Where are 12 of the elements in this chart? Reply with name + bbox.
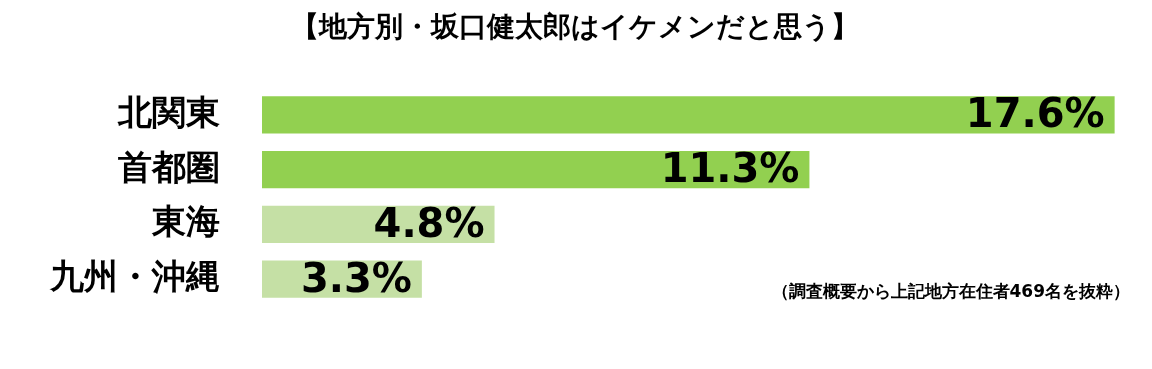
y-tick-label: 北関東	[117, 91, 220, 132]
y-tick-label: 九州・沖縄	[49, 256, 220, 297]
data-label: 11.3%	[660, 145, 800, 192]
y-tick-label: 首都圏	[118, 146, 220, 187]
data-label: 17.6%	[965, 90, 1105, 137]
chart-title: 【地方別・坂口健太郎はイケメンだと思う】	[291, 10, 859, 44]
data-label: 4.8%	[373, 199, 485, 246]
bar	[262, 96, 1115, 134]
data-label: 3.3%	[300, 254, 412, 301]
bar	[262, 151, 810, 189]
y-tick-label: 東海	[151, 201, 220, 242]
annotation: （調査概要から上記地方在住者469名を抜粋）	[771, 281, 1130, 302]
